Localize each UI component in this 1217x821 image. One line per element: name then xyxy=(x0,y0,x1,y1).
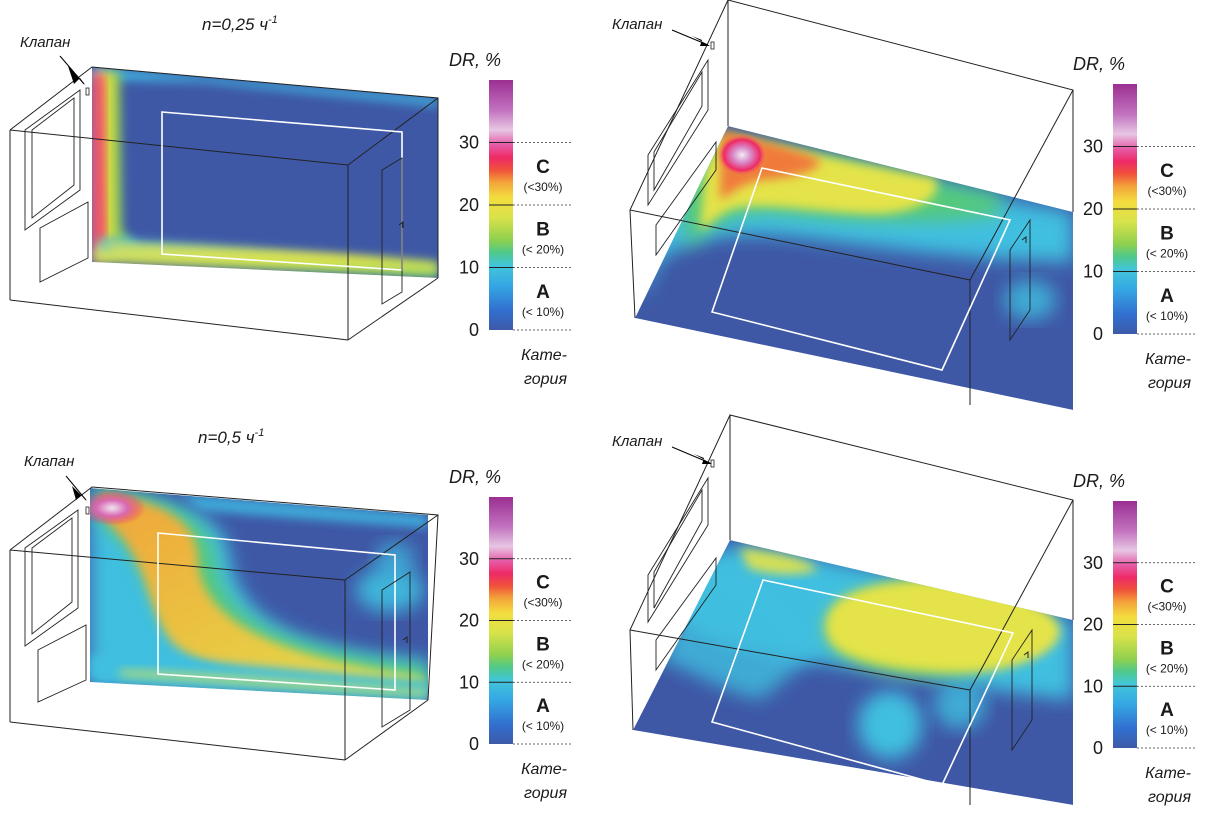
panel-title: n=0,5 ч-1 xyxy=(198,427,264,447)
colorbar-legend: DR, % 0 10 20 30 C (<30%) B (< 20%) A (< 10%) Кате-… xyxy=(1073,471,1195,806)
category-letter: B xyxy=(536,219,550,240)
tick-label: 10 xyxy=(1083,676,1103,696)
room-box-2 xyxy=(629,0,1074,405)
tick-label: 30 xyxy=(459,549,479,569)
legend-title: DR, % xyxy=(449,467,501,487)
category-letter: A xyxy=(1160,700,1174,721)
valve-label: Клапан xyxy=(24,453,74,470)
panel-1: n=0,25 ч-1 Клапан xyxy=(9,14,439,341)
category-note: (< 10%) xyxy=(522,305,564,319)
legend-footer-line2: гория xyxy=(1148,375,1191,392)
heatmap-section-2 xyxy=(635,126,1073,410)
valve-label: Клапан xyxy=(612,433,662,450)
colorbar-legend: DR, % 0 10 20 30 C (<30%) B (< 20%) A (< 10%) Кате-… xyxy=(449,50,571,388)
tick-label: 20 xyxy=(1083,199,1103,219)
category-note: (< 10%) xyxy=(1146,723,1188,737)
legend-footer-line1: Кате- xyxy=(1145,765,1191,782)
legend-footer-line1: Кате- xyxy=(521,761,567,778)
tick-label: 0 xyxy=(1093,324,1103,344)
category-letter: B xyxy=(1160,223,1174,244)
tick-label: 30 xyxy=(459,133,479,153)
tick-label: 10 xyxy=(459,258,479,278)
legend-footer-line1: Кате- xyxy=(521,347,567,364)
tick-label: 30 xyxy=(1083,137,1103,157)
category-note: (< 10%) xyxy=(1146,309,1188,323)
panel-3: n=0,5 ч-1 Клапан xyxy=(9,427,439,761)
legend-title: DR, % xyxy=(1073,471,1125,491)
category-letter: A xyxy=(1160,286,1174,307)
room-box-1 xyxy=(9,66,439,341)
category-note: (<30%) xyxy=(523,596,562,610)
category-note: (< 20%) xyxy=(1146,246,1188,260)
heatmap-section-4 xyxy=(633,540,1073,805)
tick-label: 0 xyxy=(469,734,479,754)
legend-footer-line1: Кате- xyxy=(1145,351,1191,368)
legend-footer-line2: гория xyxy=(524,371,567,388)
heatmap-section-3 xyxy=(90,488,428,700)
category-letter: B xyxy=(536,634,550,655)
valve-label: Клапан xyxy=(20,34,70,51)
category-letter: C xyxy=(536,157,550,178)
category-note: (<30%) xyxy=(1147,600,1186,614)
category-letter: B xyxy=(1160,638,1174,659)
legend-footer-line2: гория xyxy=(524,785,567,802)
room-box-4 xyxy=(629,414,1074,805)
category-letter: A xyxy=(536,282,550,303)
category-note: (<30%) xyxy=(523,180,562,194)
legend-title: DR, % xyxy=(1073,54,1125,74)
category-letter: A xyxy=(536,696,550,717)
tick-label: 20 xyxy=(459,611,479,631)
colorbar-legend: DR, % 0 10 20 30 C (<30%) B (< 20%) A (< 10%) Кате-… xyxy=(449,467,571,802)
category-note: (<30%) xyxy=(1147,184,1186,198)
tick-label: 0 xyxy=(469,320,479,340)
tick-label: 10 xyxy=(1083,262,1103,282)
category-note: (< 10%) xyxy=(522,719,564,733)
legends: DR, % 0 10 20 30 C (<30%) B (< 20%) A (< 10%) Кате-… xyxy=(449,50,1195,806)
panel-title: n=0,25 ч-1 xyxy=(202,14,278,34)
valve-label: Клапан xyxy=(612,16,662,33)
legend-title: DR, % xyxy=(449,50,501,70)
room-box-3 xyxy=(9,486,439,761)
tick-label: 30 xyxy=(1083,553,1103,573)
tick-label: 0 xyxy=(1093,738,1103,758)
category-note: (< 20%) xyxy=(522,242,564,256)
category-note: (< 20%) xyxy=(522,657,564,671)
category-note: (< 20%) xyxy=(1146,661,1188,675)
category-letter: C xyxy=(536,573,550,594)
heatmap-section-1 xyxy=(92,67,438,278)
panel-4: Клапан xyxy=(612,414,1074,805)
category-letter: C xyxy=(1160,577,1174,598)
category-letter: C xyxy=(1160,161,1174,182)
tick-label: 20 xyxy=(1083,615,1103,635)
colorbar-legend: DR, % 0 10 20 30 C (<30%) B (< 20%) A (< 10%) Кате-… xyxy=(1073,54,1195,392)
tick-label: 20 xyxy=(459,195,479,215)
tick-label: 10 xyxy=(459,672,479,692)
legend-footer-line2: гория xyxy=(1148,789,1191,806)
panel-2: Клапан xyxy=(612,0,1074,410)
